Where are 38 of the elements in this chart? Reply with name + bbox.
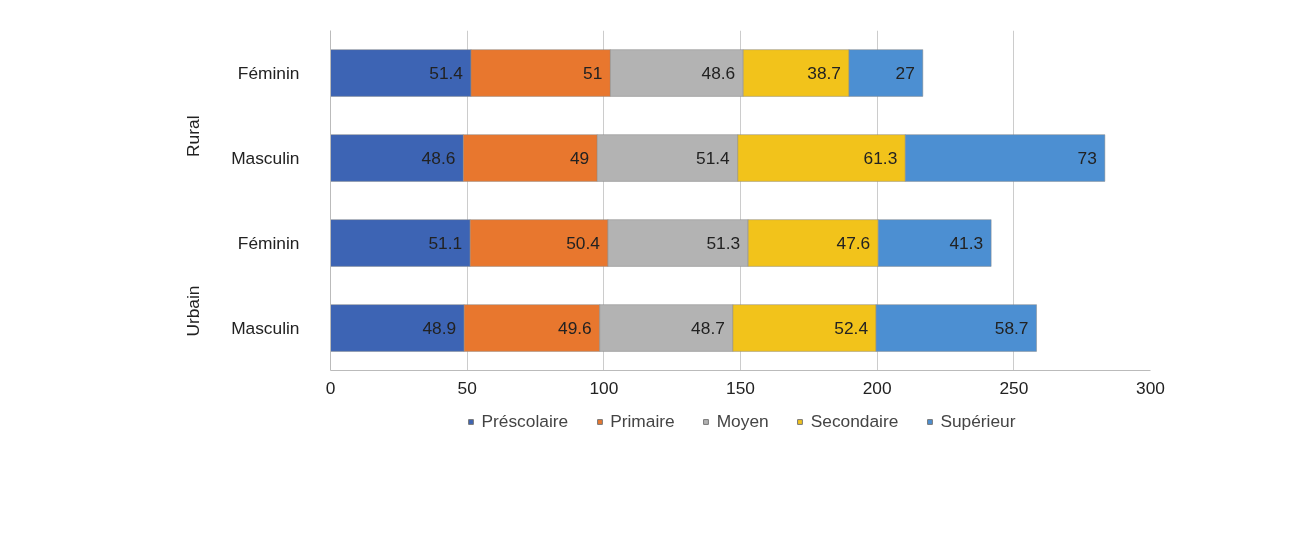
x-tick-label: 200: [862, 377, 892, 398]
y-tick-label: Masculin: [231, 148, 300, 168]
legend-label: Primaire: [610, 410, 675, 432]
data-label: 48.6: [421, 148, 456, 168]
data-label: 41.3: [949, 233, 984, 253]
data-label: 51.4: [429, 63, 464, 83]
data-label: 61.3: [863, 148, 898, 168]
data-label: 52.4: [834, 318, 869, 338]
legend-label: Moyen: [716, 410, 769, 432]
data-label: 49.6: [558, 318, 592, 338]
data-label: 48.6: [701, 63, 736, 83]
data-label: 38.7: [807, 63, 842, 83]
x-tick-label: 250: [999, 377, 1029, 398]
text: Urbain: [182, 285, 203, 337]
data-label: 49: [570, 148, 590, 168]
data-label: 47.6: [836, 233, 871, 253]
data-label: 51.3: [706, 233, 741, 253]
legend-label: Supérieur: [940, 410, 1016, 432]
data-label: 73: [1077, 148, 1097, 168]
data-label: 48.9: [422, 318, 457, 338]
x-tick-label: 0: [325, 377, 336, 398]
legend-label: Préscolaire: [481, 410, 569, 432]
x-tick-label: 300: [1136, 377, 1165, 398]
legend-label: Secondaire: [810, 410, 899, 432]
data-label: 51.1: [428, 233, 463, 253]
data-label: 50.4: [566, 233, 601, 253]
data-label: 51: [583, 63, 603, 83]
x-tick-label: 100: [589, 377, 619, 398]
x-tick-label: 150: [726, 377, 755, 398]
data-label: 27: [895, 63, 915, 83]
y-tick-label: Féminin: [237, 233, 300, 253]
y-tick-label: Masculin: [231, 318, 300, 338]
data-label: 58.7: [994, 318, 1029, 338]
x-tick-label: 50: [457, 377, 477, 398]
text: Rural: [182, 115, 203, 157]
y-tick-label: Féminin: [237, 63, 300, 83]
data-label: 51.4: [696, 148, 731, 168]
data-label: 48.7: [691, 318, 725, 338]
